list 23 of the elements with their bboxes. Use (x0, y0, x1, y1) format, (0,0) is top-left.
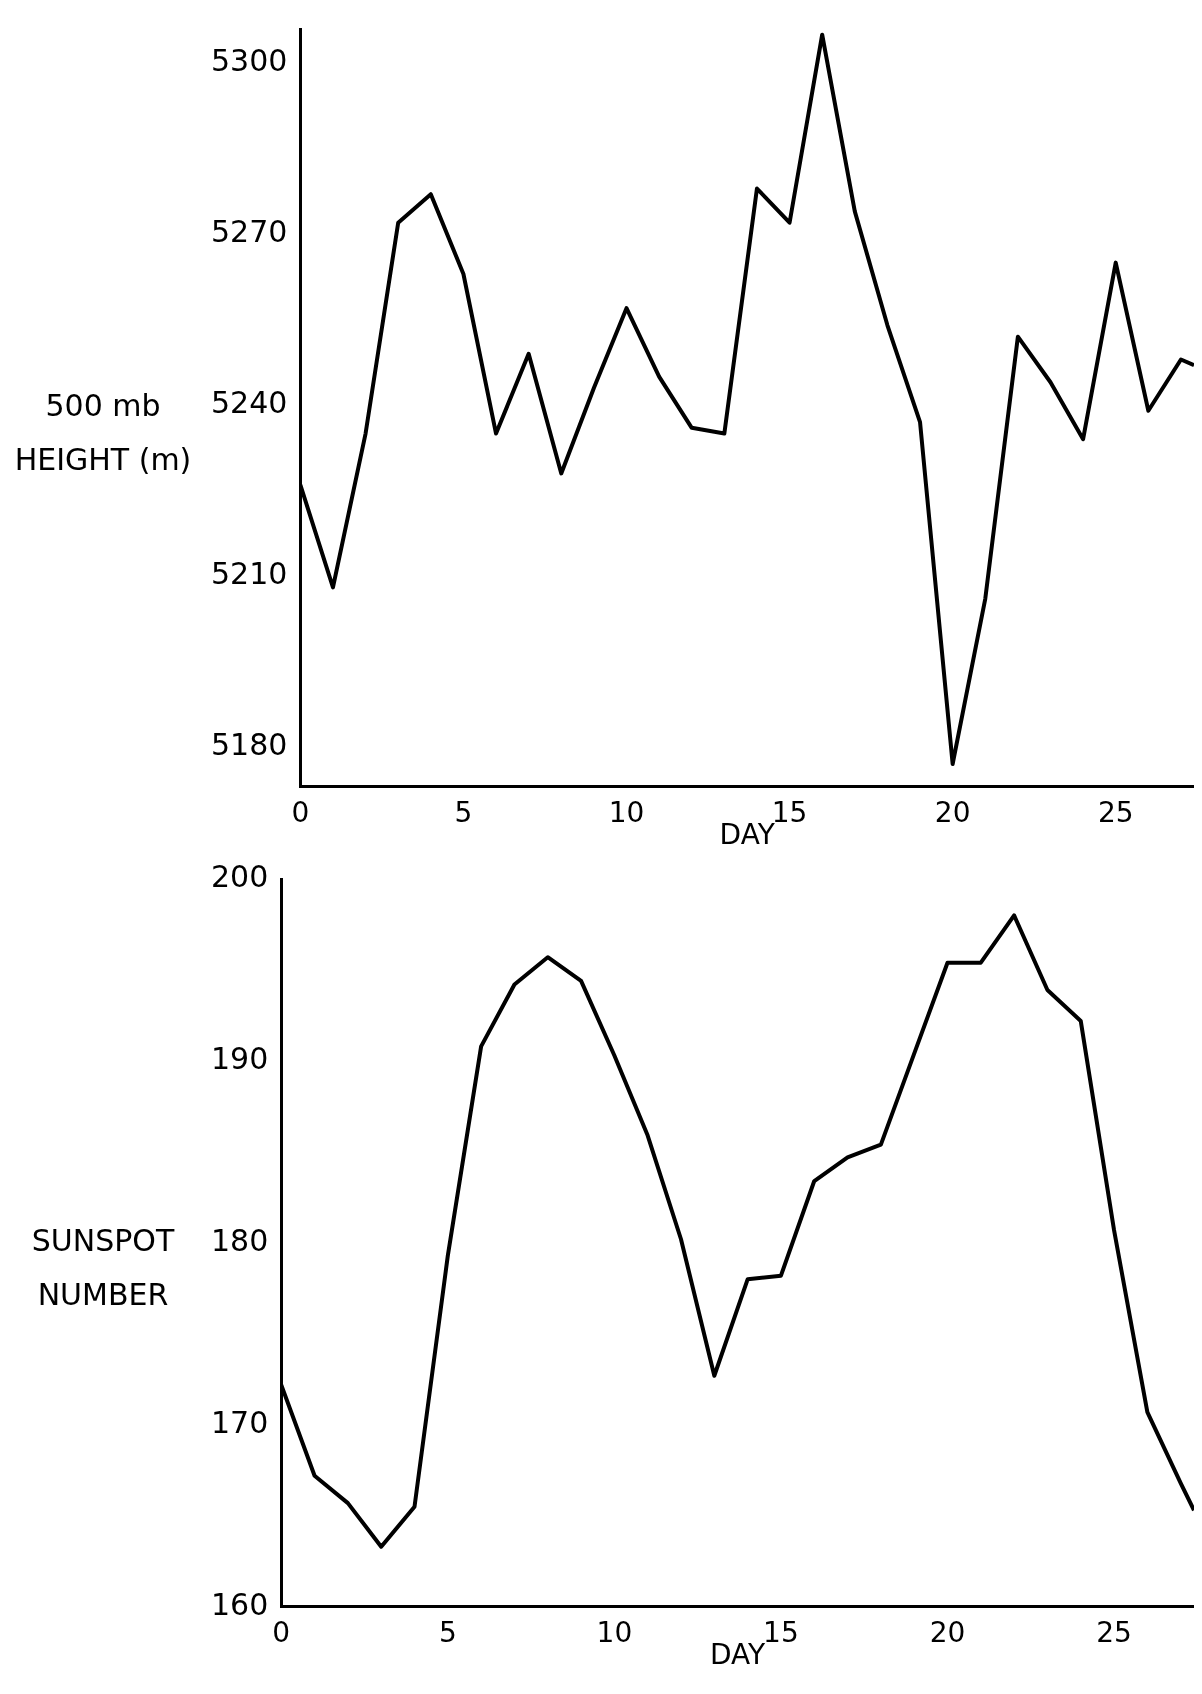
x-tick-label: 25 (1097, 795, 1134, 829)
y-tick-label: 5240 (210, 384, 288, 420)
x-tick-label: 0 (291, 795, 310, 829)
y-tick-label: 5270 (210, 213, 288, 249)
x-tick-label: 10 (608, 795, 645, 829)
x-tick-label: 5 (438, 1615, 457, 1649)
x-tick-label: 5 (454, 795, 473, 829)
y-tick-label: 5210 (210, 555, 288, 591)
y-tick-label: 190 (211, 1040, 269, 1076)
x-tick-label: 25 (1096, 1615, 1132, 1649)
y-tick-label: 180 (211, 1222, 269, 1258)
y-axis-title: SUNSPOT NUMBER (30, 1222, 176, 1314)
x-axis-title: DAY (710, 1638, 767, 1672)
x-tick-label: 10 (596, 1615, 633, 1649)
y-tick-label: 5300 (210, 42, 288, 78)
x-tick-label: 20 (934, 795, 971, 829)
y-axis-title: 500 mb HEIGHT (m) (13, 387, 193, 479)
y-tick-label: 160 (211, 1586, 269, 1622)
y-tick-label: 170 (211, 1404, 269, 1440)
y-tick-label: 5180 (210, 726, 288, 762)
x-tick-label: 20 (929, 1615, 966, 1649)
y-tick-label: 200 (211, 858, 269, 894)
x-tick-label: 0 (272, 1615, 291, 1649)
